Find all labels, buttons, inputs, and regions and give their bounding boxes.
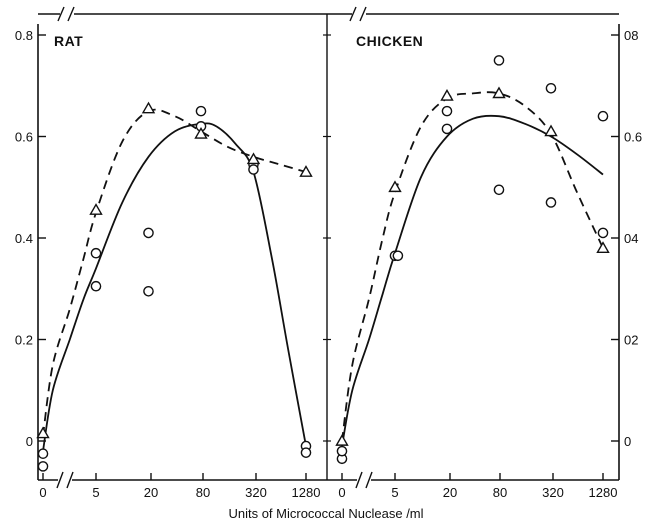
panel-title: CHICKEN [356, 33, 423, 49]
panel-rat: RAT [36, 33, 313, 472]
circle-data-point [336, 445, 348, 457]
circle-data-point [143, 227, 154, 239]
triangle-data-point [596, 241, 610, 253]
y-tick-label-left: 0 [26, 434, 33, 449]
y-tick-label-left: 0.6 [15, 130, 33, 145]
y-tick-label-right: 02 [624, 333, 638, 348]
y-tick-label-right: 0.6 [624, 130, 642, 145]
circle-data-point [195, 105, 207, 117]
axis-break-mark [359, 6, 367, 22]
panel-title: RAT [54, 33, 83, 49]
x-axis-label: Units of Micrococcal Nuclease /ml [228, 506, 423, 521]
y-tick-label-right: 04 [624, 231, 638, 246]
circle-data-point [143, 285, 154, 297]
circle-data-point [493, 184, 505, 196]
circle-data-point [90, 247, 102, 259]
circle-data-point [37, 448, 49, 459]
dashed-fit-curve [42, 108, 307, 437]
x-tick-label: 0 [338, 485, 345, 500]
y-tick-label-right: 08 [624, 28, 638, 43]
triangle-data-point [544, 124, 558, 137]
circle-data-point [37, 461, 49, 472]
circle-data-point [392, 250, 404, 262]
panel-chicken: CHICKEN [335, 33, 610, 465]
axis-break-mark [355, 471, 363, 489]
triangle-data-point [335, 434, 349, 446]
circle-data-point [441, 123, 453, 135]
solid-fit-curve [341, 114, 604, 447]
solid-fit-curve [42, 122, 307, 452]
x-tick-label: 80 [493, 485, 507, 500]
circle-data-point [90, 280, 102, 292]
triangle-data-point [492, 86, 506, 99]
x-tick-label: 20 [443, 485, 457, 500]
circle-data-point [493, 55, 505, 66]
circle-data-point [545, 197, 557, 208]
circle-data-point [545, 82, 557, 94]
triangle-data-point [194, 127, 208, 139]
circle-data-point [597, 227, 609, 239]
axis-break-mark [66, 471, 74, 489]
y-tick-label-left: 0.2 [15, 333, 33, 348]
x-tick-label: 1280 [292, 485, 321, 500]
x-tick-label: 20 [144, 485, 158, 500]
y-tick-label-left: 0.8 [15, 28, 33, 43]
circle-data-point [597, 110, 609, 122]
triangle-data-point [246, 152, 261, 165]
x-tick-label: 0 [39, 485, 46, 500]
axis-break-mark [67, 6, 75, 22]
circle-data-point [441, 105, 453, 117]
x-tick-label: 5 [92, 485, 99, 500]
axis-break-mark [349, 6, 357, 22]
x-tick-label: 80 [196, 485, 210, 500]
x-tick-label: 1280 [589, 485, 618, 500]
x-tick-label: 320 [542, 485, 564, 500]
triangle-data-point [36, 426, 50, 439]
triangle-data-point [388, 180, 402, 193]
y-tick-label-left: 0.4 [15, 231, 33, 246]
circle-data-point [248, 164, 259, 175]
triangle-data-point [440, 88, 454, 101]
x-tick-label: 320 [245, 485, 267, 500]
circle-data-point [300, 447, 312, 458]
axis-break-mark [56, 471, 64, 489]
axes-layer: 0 00.2 020.4 040.6 0.60.8 080 5 20 80 320 1280 0 5 20… [15, 6, 642, 500]
y-tick-label-right: 0 [624, 434, 631, 449]
axis-break-mark [57, 6, 65, 22]
triangle-data-point [141, 101, 156, 114]
triangle-data-point [89, 203, 103, 215]
triangle-data-point [299, 165, 313, 177]
axis-break-mark [365, 471, 373, 489]
x-tick-label: 5 [391, 485, 398, 500]
